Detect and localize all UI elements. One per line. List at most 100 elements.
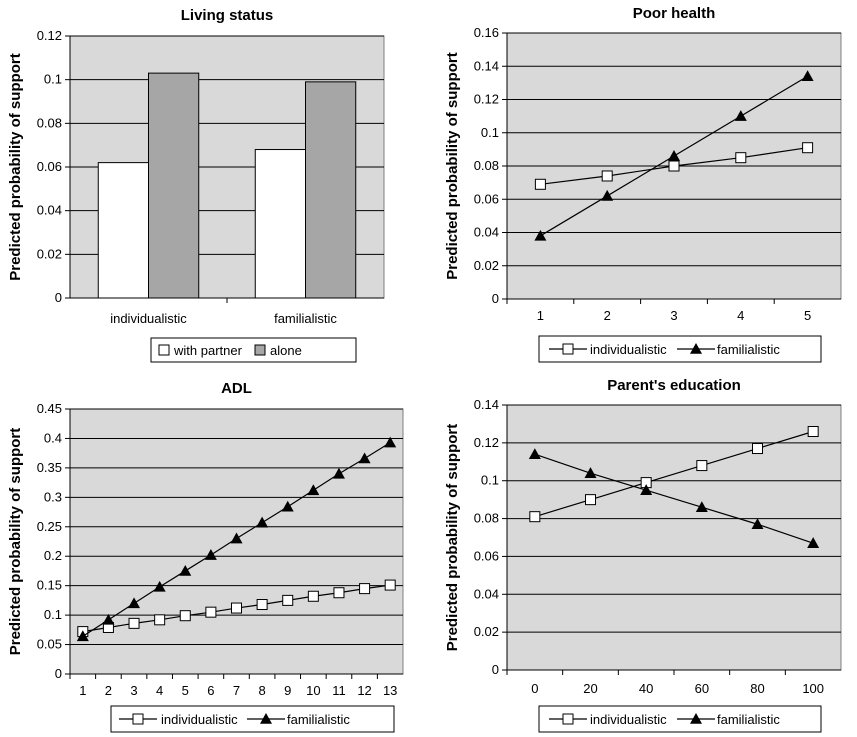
triangle-marker [256,516,269,528]
x-tick-label: 10 [306,683,320,698]
y-tick-label: 0.14 [474,397,499,412]
y-tick-label: 0.1 [481,473,499,488]
x-tick-label: 4 [737,308,744,323]
legend: individualistic familialistic [538,335,822,363]
square-marker [752,443,763,455]
triangle-marker [230,532,243,544]
y-tick-label: 0.1 [481,125,499,140]
y-tick-label: 0.25 [37,519,62,534]
y-tick-label: 0.4 [44,430,62,445]
chart-title: Living status [181,7,274,24]
chart-title: ADL [221,380,252,397]
bar [148,72,200,299]
bar [254,149,306,299]
legend-label: individualistic [590,342,667,357]
chart-title: Parent's education [607,377,741,394]
legend-label: familialistic [717,712,780,727]
x-tick-label: 5 [182,683,189,698]
legend: individualistic familialistic [110,705,395,733]
triangle-marker [204,549,217,560]
x-tick-label: 20 [583,681,597,696]
x-tick-label: 8 [258,683,265,698]
y-tick-label: 0.08 [474,158,499,173]
y-tick-label: 0.02 [37,246,62,261]
x-tick-label: 5 [804,308,811,323]
y-tick-label: 0.12 [474,435,499,450]
y-tick-label: 0.06 [37,159,62,174]
square-marker [307,590,319,602]
y-axis-label: Predicted probability of support [7,53,24,281]
y-tick-label: 0.08 [37,115,62,130]
legend: individualistic familialistic [538,705,822,733]
square-marker [534,178,546,190]
square-marker [256,599,268,611]
square-marker [128,617,140,629]
legend-square-marker [562,713,574,725]
legend-label: individualistic [590,712,667,727]
y-tick-label: 0.02 [474,258,499,273]
x-tick-label: 100 [802,681,824,696]
plot-area [506,404,842,671]
triangle-marker [179,564,192,576]
y-tick-label: 0.15 [37,578,62,593]
x-tick-label: 7 [233,683,240,698]
x-tick-label: 60 [695,681,709,696]
legend: with partner alone [150,337,357,363]
x-tick-label: familialistic [274,311,337,326]
chart-2: 0 0.05 0.1 0.15 0.2 0.25 0.3 0.35 0.4 0.45 ADL Pred… [7,380,404,733]
square-marker [696,460,708,472]
square-marker [585,494,596,506]
x-tick-label: 4 [156,683,163,698]
square-marker [179,610,191,622]
x-tick-label: 80 [750,681,764,696]
chart-3: 0 0.02 0.04 0.06 0.08 0.1 0.12 0.14 Parent's edu… [444,377,842,733]
legend-triangle-marker [690,343,702,354]
square-marker [205,606,217,618]
chart-title: Poor health [633,5,716,22]
y-tick-label: 0.2 [44,548,62,563]
legend-label: familialistic [287,712,350,727]
square-marker [529,511,541,523]
bar [305,81,357,299]
x-tick-label: 3 [670,308,677,323]
x-tick-label: 2 [105,683,112,698]
square-marker [668,160,680,172]
legend-label: alone [270,343,302,358]
y-tick-label: 0.08 [474,511,499,526]
triangle-marker [358,452,371,464]
y-tick-label: 0.14 [474,58,499,73]
y-tick-label: 0 [55,666,62,681]
series-line [534,453,814,544]
triangle-marker [601,189,614,201]
chart-1: 0 0.02 0.04 0.06 0.08 0.1 0.12 0.14 0.16 Poor hea… [444,5,842,363]
triangle-marker [534,229,547,241]
series-line [534,430,814,518]
triangle-marker [307,484,320,496]
y-tick-label: 0.06 [474,548,499,563]
x-tick-label: 1 [79,683,86,698]
triangle-marker [734,110,747,121]
y-tick-label: 0.3 [44,489,62,504]
triangle-marker [751,518,764,530]
square-marker [333,587,345,599]
legend-label: familialistic [717,342,780,357]
triangle-marker [76,630,89,642]
legend-swatch [158,344,170,356]
square-marker [802,142,814,154]
triangle-marker [801,70,814,82]
square-marker [807,426,819,437]
y-tick-label: 0.16 [474,25,499,40]
y-tick-label: 0.04 [474,586,499,601]
x-tick-label: 0 [531,681,538,696]
bar [97,162,150,299]
y-tick-label: 0.02 [474,624,499,639]
y-tick-label: 0.45 [37,401,62,416]
legend-triangle-marker [690,713,702,724]
y-tick-label: 0 [55,290,62,305]
y-tick-label: 0.12 [474,92,499,107]
y-axis-label: Predicted probability of support [7,428,24,656]
chart-0: 0 0.02 0.04 0.06 0.08 0.1 0.12 Living status Pre… [7,7,385,363]
square-marker [384,579,396,591]
legend-swatch [254,344,266,356]
